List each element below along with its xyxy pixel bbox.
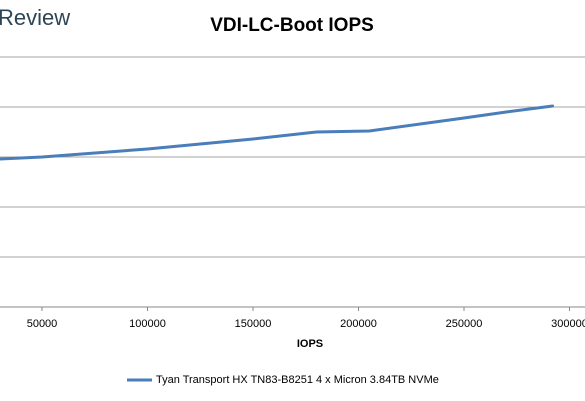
brand-logo: Review	[0, 5, 70, 30]
x-tick-label: 250000	[446, 318, 483, 330]
x-axis-title: IOPS	[297, 338, 323, 350]
legend-label: Tyan Transport HX TN83-B8251 4 x Micron …	[156, 374, 439, 386]
x-tick-label: 300000	[551, 318, 585, 330]
x-tick-label: 200000	[340, 318, 377, 330]
x-tick-label: 150000	[235, 318, 272, 330]
x-tick-label: 50000	[27, 318, 58, 330]
chart-title: VDI-LC-Boot IOPS	[210, 15, 374, 36]
x-tick-label: 100000	[129, 318, 166, 330]
data-line	[0, 104, 555, 161]
